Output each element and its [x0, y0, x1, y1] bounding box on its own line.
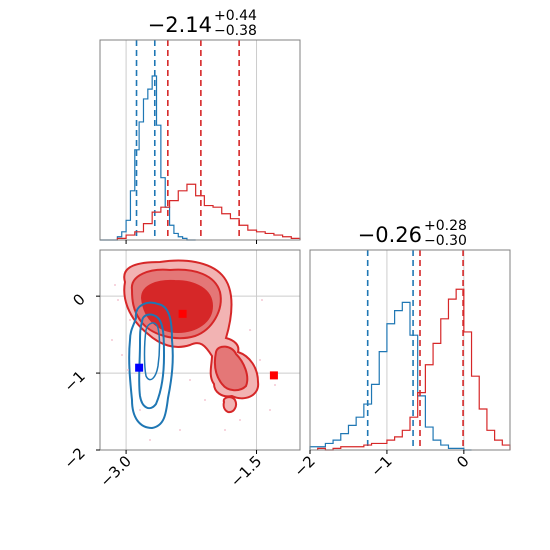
sample-point [129, 319, 131, 321]
top-left-hist-series-0 [100, 75, 196, 241]
panel-frame [99, 39, 301, 241]
top-left-hist-series-1 [116, 183, 301, 240]
blue-contour-core [143, 322, 161, 381]
y-tick-label: −1 [60, 367, 88, 395]
sample-point [204, 399, 206, 401]
truth-marker [269, 371, 278, 380]
sample-point [189, 379, 191, 381]
sample-point [274, 384, 276, 386]
sample-point [224, 429, 226, 431]
sample-point [117, 299, 119, 301]
truth-marker [135, 363, 144, 372]
y-tick-label: −2 [60, 444, 88, 472]
sample-point [259, 359, 261, 361]
top-left-title-sup: +0.44 [214, 8, 257, 24]
bottom-right-hist-series-0 [309, 301, 472, 451]
red-contour-mid-right [213, 345, 249, 392]
sample-point [249, 329, 251, 331]
bottom-right-hist-series-1 [317, 288, 511, 451]
top-left-title-sub: −0.38 [214, 23, 257, 39]
bottom-right-title: −0.26 +0.28−0.30 [358, 218, 467, 249]
sample-point [261, 299, 263, 301]
top-left-title: −2.14 +0.44−0.38 [148, 8, 257, 39]
blue-contour-inner [138, 313, 166, 410]
bottom-right-title-sup: +0.28 [424, 218, 467, 234]
bottom-right-title-sub: −0.30 [424, 233, 467, 249]
x-tick-label: −1 [367, 452, 395, 480]
red-contour-island [222, 396, 238, 414]
bottom-right-title-value: −0.26 [358, 223, 422, 247]
panel-frame [99, 249, 301, 451]
sample-point [111, 339, 113, 341]
sample-point [139, 409, 141, 411]
x-tick-label: −1.5 [227, 452, 265, 490]
x-tick-label: −3.0 [96, 452, 134, 490]
truth-marker [178, 309, 187, 318]
x-tick-label: 0 [453, 452, 472, 471]
sample-point [179, 429, 181, 431]
panel-frame [309, 249, 511, 451]
top-left-title-value: −2.14 [148, 13, 212, 37]
sample-point [121, 354, 123, 356]
x-tick-label: −2 [290, 452, 318, 480]
sample-point [127, 369, 129, 371]
sample-point [149, 439, 151, 441]
blue-contour-outer [128, 301, 174, 430]
sample-point [239, 419, 241, 421]
sample-point [114, 284, 116, 286]
sample-point [269, 409, 271, 411]
contour-panel [111, 259, 276, 441]
y-tick-label: 0 [69, 290, 88, 309]
